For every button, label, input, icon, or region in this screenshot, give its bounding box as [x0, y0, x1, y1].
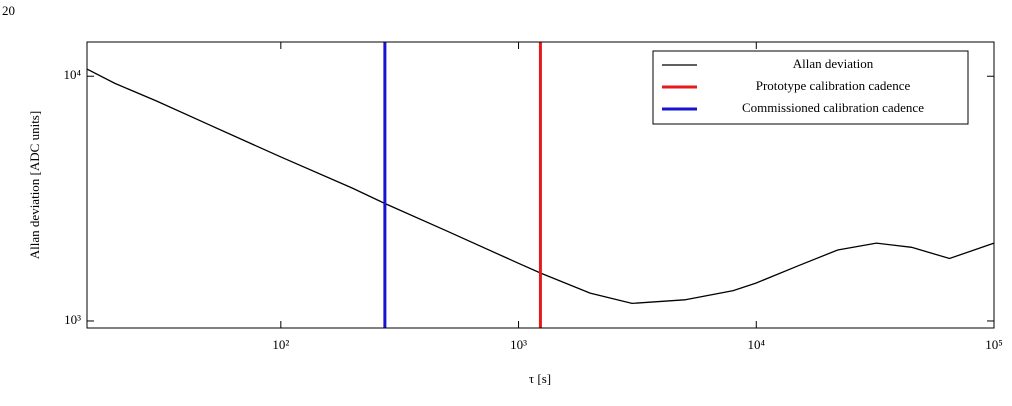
- x-tick-label: 10³: [510, 337, 527, 352]
- page-number: 20: [2, 3, 15, 18]
- plot-frame: [86, 41, 995, 329]
- legend-label: Prototype calibration cadence: [756, 78, 911, 93]
- x-tick-label: 10²: [272, 337, 289, 352]
- y-axis-label: Allan deviation [ADC units]: [27, 111, 42, 259]
- y-tick-label: 10³: [64, 312, 81, 327]
- x-tick-label: 10⁵: [985, 337, 1003, 352]
- legend-box: [652, 50, 969, 125]
- y-tick-label: 10⁴: [63, 67, 81, 82]
- data-line: [86, 68, 995, 305]
- legend-label: Commissioned calibration cadence: [742, 100, 924, 115]
- x-axis-label: τ [s]: [529, 371, 551, 386]
- legend-label: Allan deviation: [793, 56, 874, 71]
- x-tick-label: 10⁴: [748, 337, 766, 352]
